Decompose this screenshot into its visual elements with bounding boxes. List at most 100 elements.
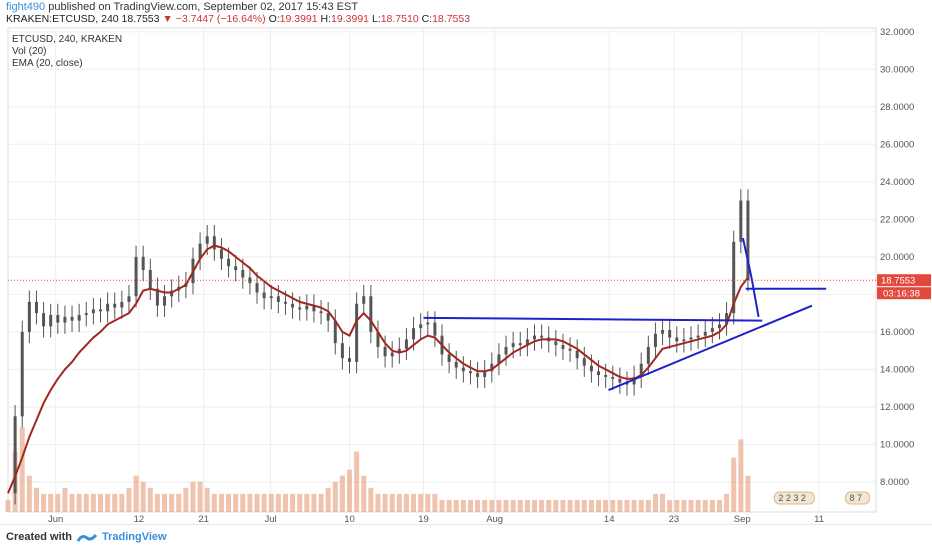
created-with-label: Created with (6, 531, 73, 543)
candle-body (42, 313, 46, 327)
volume-bar (731, 457, 737, 512)
candle-body (746, 200, 750, 281)
volume-bar (631, 499, 637, 512)
volume-bar (26, 475, 32, 512)
candle-body (340, 343, 344, 359)
volume-bar (652, 493, 658, 512)
candle-body (525, 339, 529, 346)
volume-bar (154, 493, 160, 512)
y-tick-label: 12.0000 (880, 402, 914, 413)
candle-body (483, 371, 487, 377)
author-name[interactable]: fight490 (6, 1, 46, 13)
x-tick-label: Jul (264, 514, 276, 524)
volume-bar (90, 493, 96, 512)
volume-bar (318, 493, 324, 512)
pennant-leg-1 (741, 237, 753, 278)
volume-bar (83, 493, 89, 512)
volume-bar (418, 493, 424, 512)
candle-body (639, 363, 643, 377)
y-tick-label: 32.0000 (880, 27, 914, 38)
candle-body (305, 305, 309, 310)
high-value: 19.3991 (331, 13, 370, 25)
volume-bar (638, 499, 644, 512)
volume-bar (105, 493, 111, 512)
legend-symbol[interactable]: ETCUSD, 240, KRAKEN (12, 34, 123, 45)
volume-bar (233, 493, 239, 512)
candle-body (255, 283, 259, 293)
candle-body (710, 328, 714, 332)
last-price-label: 18.7553 (881, 276, 915, 287)
candle-body (476, 373, 480, 377)
volume-bar (190, 481, 196, 512)
volume-bar (197, 481, 203, 512)
volume-bar (553, 499, 559, 512)
candle-body (426, 322, 430, 325)
price-chart[interactable]: 32.0000 30.0000 28.0000 26.0000 24.0000 22.00… (0, 0, 932, 524)
pennant-leg-2 (750, 277, 760, 318)
volume-bar (147, 487, 153, 512)
legend-volume[interactable]: Vol (20) (12, 46, 47, 57)
volume-bar (503, 499, 509, 512)
volume-bar (489, 499, 495, 512)
volume-bar (169, 493, 175, 512)
volume-bar (69, 493, 75, 512)
tradingview-brand[interactable]: TradingView (102, 531, 167, 543)
y-tick-label: 24.0000 (880, 177, 914, 188)
close-value: 18.7553 (432, 13, 471, 25)
candle-body (589, 365, 593, 372)
legend-ema[interactable]: EMA (20, close) (12, 58, 83, 69)
candle-body (326, 313, 330, 321)
candle-body (739, 200, 743, 242)
candle-body (84, 313, 88, 316)
candle-body (355, 303, 359, 362)
volume-bar (76, 493, 82, 512)
candle-body (532, 335, 536, 340)
volume-bar (282, 493, 288, 512)
candle-body (447, 354, 451, 362)
candle-body (283, 301, 287, 304)
candle-body (248, 277, 252, 284)
countdown-box (877, 287, 931, 300)
candle-body (404, 339, 408, 349)
x-tick-label: 19 (418, 514, 429, 524)
candle-body (390, 352, 394, 357)
volume-bar (745, 475, 751, 512)
volume-bar (290, 493, 296, 512)
volume-bar (403, 493, 409, 512)
volume-bar (254, 493, 260, 512)
volume-bar (119, 493, 125, 512)
candle-body (106, 303, 110, 312)
publish-info: published on TradingView.com, September … (48, 1, 359, 13)
candle-body (668, 330, 672, 338)
candle-body (269, 296, 273, 299)
candle-body (77, 315, 81, 321)
y-tick-label: 8.0000 (880, 477, 909, 488)
volume-bar (546, 499, 552, 512)
volume-bar (531, 499, 537, 512)
volume-bar (304, 493, 310, 512)
candle-body (497, 354, 501, 364)
volume-bar (162, 493, 168, 512)
volume-bar (396, 493, 402, 512)
volume-bar (176, 493, 182, 512)
volume-bar (496, 499, 502, 512)
volume-bar (19, 427, 25, 512)
volume-bar (325, 487, 331, 512)
candle-body (611, 376, 615, 379)
candle-body (348, 358, 352, 362)
y-tick-label: 20.0000 (880, 252, 914, 263)
candle-body (632, 376, 636, 385)
volume-bar (339, 475, 345, 512)
volume-bar (332, 481, 338, 512)
symbol-info: KRAKEN:ETCUSD, 240 18.7553 (6, 13, 160, 25)
candle-body (376, 331, 380, 347)
low-value: 18.7510 (380, 13, 419, 25)
publish-line: fight490 published on TradingView.com, S… (6, 1, 358, 13)
volume-bar (347, 469, 353, 512)
candle-body (725, 313, 729, 325)
candle-body (113, 303, 117, 308)
candle-body (646, 346, 650, 364)
candle-body (234, 266, 238, 270)
volume-bar (432, 493, 438, 512)
candle-body (148, 270, 152, 289)
